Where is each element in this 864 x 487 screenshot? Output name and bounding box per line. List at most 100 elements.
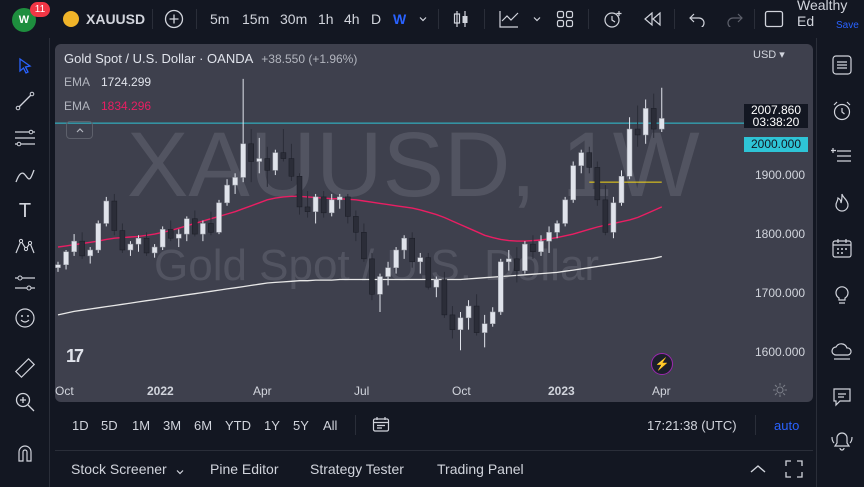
timeframe-1h[interactable]: 1h bbox=[318, 11, 334, 27]
layout-square-icon[interactable] bbox=[764, 0, 784, 38]
candle-body bbox=[280, 152, 287, 159]
candle-body bbox=[304, 206, 311, 212]
pattern-icon[interactable] bbox=[12, 234, 38, 260]
magnet-icon[interactable] bbox=[12, 440, 38, 466]
candle-body bbox=[184, 218, 190, 235]
tab-strategy-tester[interactable]: Strategy Tester bbox=[310, 461, 404, 477]
data-window-icon[interactable] bbox=[829, 143, 855, 169]
range-1d[interactable]: 1D bbox=[72, 418, 89, 433]
range-1m[interactable]: 1M bbox=[132, 418, 151, 433]
candle-body bbox=[240, 143, 246, 178]
alert-clock-icon[interactable] bbox=[602, 0, 624, 38]
price-change: +38.550 (+1.96%) bbox=[261, 52, 358, 66]
layout-name[interactable]: Wealthy Ed bbox=[797, 0, 848, 29]
tab-trading-panel[interactable]: Trading Panel bbox=[437, 461, 524, 477]
candle-body bbox=[79, 240, 85, 257]
hotlist-fire-icon[interactable] bbox=[829, 190, 855, 216]
chart-pane[interactable]: XAUUSD, 1W Gold Spot / U.S. Dollar Gold S… bbox=[55, 44, 813, 402]
chats-icon[interactable] bbox=[829, 384, 855, 410]
layout-grid-icon[interactable] bbox=[556, 0, 574, 38]
current-price-value: 2007.860 bbox=[750, 103, 802, 117]
notification-badge[interactable]: 11 bbox=[30, 2, 50, 17]
save-button[interactable]: Save bbox=[836, 19, 859, 31]
chevron-down-icon[interactable] bbox=[418, 0, 428, 38]
redo-icon[interactable] bbox=[726, 0, 744, 38]
ema-fast-line bbox=[57, 195, 663, 248]
ema-slow-line bbox=[57, 255, 662, 316]
candle-body bbox=[650, 108, 657, 130]
goto-date-icon[interactable] bbox=[372, 416, 390, 437]
chevron-down-icon[interactable] bbox=[532, 0, 542, 38]
compare-plus-icon[interactable] bbox=[164, 0, 184, 38]
timeframe-5m[interactable]: 5m bbox=[210, 11, 230, 27]
ema-value: 1724.299 bbox=[101, 75, 152, 89]
candles-icon[interactable] bbox=[452, 0, 470, 38]
range-3m[interactable]: 3M bbox=[163, 418, 182, 433]
notifications-bell-icon[interactable] bbox=[829, 428, 855, 454]
ideas-bulb-icon[interactable] bbox=[829, 282, 855, 308]
chevron-down-icon[interactable] bbox=[175, 464, 185, 480]
ema-slow-legend[interactable]: EMA 1724.299 bbox=[64, 75, 151, 89]
candle-body bbox=[232, 177, 238, 186]
ema-fast-legend[interactable]: EMA 1834.296 bbox=[64, 99, 151, 113]
time-tick: 2023 bbox=[548, 384, 575, 398]
time-tick: Apr bbox=[253, 384, 272, 398]
maximize-icon[interactable] bbox=[785, 460, 803, 481]
zoom-in-icon[interactable] bbox=[12, 389, 38, 415]
timeframe-4h[interactable]: 4h bbox=[344, 11, 360, 27]
text-tool-icon[interactable]: T bbox=[18, 199, 32, 222]
cursor-icon[interactable] bbox=[12, 53, 38, 79]
top-toolbar: W 11 XAUUSD 5m 15m 30m 1h 4h D W We bbox=[0, 0, 864, 38]
candle-body bbox=[87, 249, 93, 257]
hline-price-tag: 2000.000 bbox=[744, 137, 808, 152]
currency-selector[interactable]: USD ▾ bbox=[753, 49, 785, 61]
undo-icon[interactable] bbox=[688, 0, 706, 38]
collapse-legend-button[interactable] bbox=[66, 121, 93, 139]
toolbar-divider bbox=[196, 9, 197, 29]
chart-title: Gold Spot / U.S. Dollar · OANDA bbox=[64, 51, 254, 66]
sun-icon[interactable] bbox=[772, 382, 788, 401]
range-1y[interactable]: 1Y bbox=[264, 418, 280, 433]
alarm-clock-icon[interactable] bbox=[829, 98, 855, 124]
widget-bar bbox=[816, 38, 864, 487]
range-5y[interactable]: 5Y bbox=[293, 418, 309, 433]
timeframe-w[interactable]: W bbox=[393, 11, 407, 27]
candle-body bbox=[554, 223, 560, 233]
timeframe-30m[interactable]: 30m bbox=[280, 11, 308, 27]
replay-icon[interactable] bbox=[642, 0, 662, 38]
brush-icon[interactable] bbox=[12, 163, 38, 189]
chart-legend: Gold Spot / U.S. Dollar · OANDA +38.550 (… bbox=[64, 51, 357, 66]
chevron-up-icon[interactable] bbox=[749, 462, 767, 478]
watchlist-icon[interactable] bbox=[829, 52, 855, 78]
calendar-icon[interactable] bbox=[829, 235, 855, 261]
candle-body bbox=[71, 240, 77, 253]
streams-cloud-icon[interactable] bbox=[829, 338, 855, 364]
auto-scale-button[interactable]: auto bbox=[774, 418, 800, 433]
time-tick: 2022 bbox=[147, 384, 174, 398]
candle-body bbox=[135, 237, 142, 245]
lightning-icon[interactable]: ⚡ bbox=[651, 353, 673, 375]
tab-stock-screener[interactable]: Stock Screener bbox=[71, 461, 167, 477]
ruler-icon[interactable] bbox=[12, 355, 38, 381]
timeframe-d[interactable]: D bbox=[371, 11, 382, 27]
range-6m[interactable]: 6M bbox=[194, 418, 213, 433]
utc-clock[interactable]: 17:21:38 (UTC) bbox=[647, 418, 737, 433]
timeframe-15m[interactable]: 15m bbox=[242, 11, 270, 27]
tab-pine-editor[interactable]: Pine Editor bbox=[210, 461, 279, 477]
range-all[interactable]: All bbox=[323, 418, 338, 433]
indicators-icon[interactable] bbox=[498, 0, 520, 38]
trend-line-icon[interactable] bbox=[12, 88, 38, 114]
candle-body bbox=[256, 158, 262, 162]
symbol-search-button[interactable]: XAUUSD bbox=[86, 11, 146, 27]
candle-body bbox=[353, 216, 359, 233]
range-5d[interactable]: 5D bbox=[101, 418, 118, 433]
prediction-icon[interactable] bbox=[12, 270, 38, 296]
candle-body bbox=[481, 323, 488, 333]
range-ytd[interactable]: YTD bbox=[225, 418, 251, 433]
candle-body bbox=[345, 196, 351, 217]
fib-levels-icon[interactable] bbox=[12, 126, 38, 152]
emoji-icon[interactable] bbox=[12, 305, 38, 331]
candle-body bbox=[634, 128, 641, 136]
candle-body bbox=[127, 243, 134, 251]
